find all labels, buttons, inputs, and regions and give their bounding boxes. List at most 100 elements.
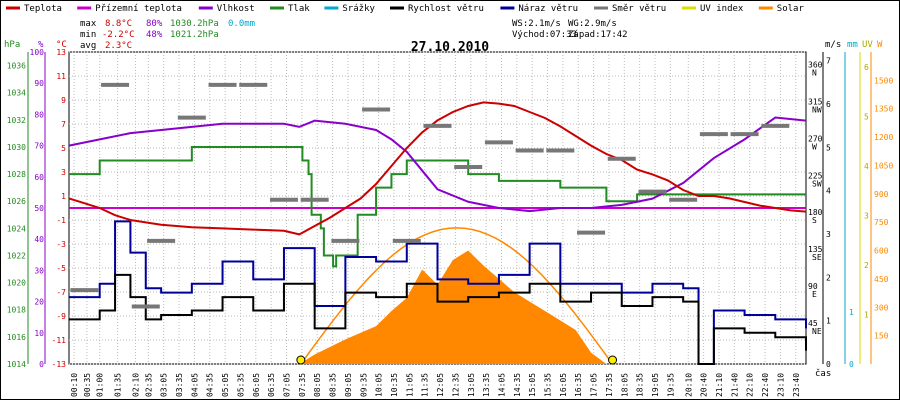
legend-label-8: UV index: [700, 4, 744, 14]
time-tick-22: 11:05: [405, 373, 414, 397]
pct-tick-8: 20: [34, 298, 44, 307]
time-tick-28: 14:05: [497, 373, 506, 397]
w-tick-9: 150: [874, 332, 889, 341]
temp-tick-5: 3: [61, 168, 66, 177]
time-tick-39: 19:35: [666, 373, 675, 397]
w-tick-5: 750: [874, 218, 889, 227]
w-tick-6: 600: [874, 247, 889, 256]
stat-min-press: 1021.2hPa: [170, 30, 219, 40]
wind-info: WS:2.1m/s WG:2.9m/s Východ:07:33 Západ:1…: [512, 19, 628, 40]
time-tick-1: 00:35: [83, 373, 92, 397]
stats-block: max 8.8°C 80% 1030.2hPa 0.0mm min -2.2°C…: [80, 19, 255, 51]
series-humidity: [68, 116, 807, 213]
unit-c: °C: [56, 40, 67, 50]
time-tick-46: 23:10: [776, 373, 785, 397]
time-tick-15: 07:35: [298, 373, 307, 397]
stat-min-hum: 48%: [146, 30, 163, 40]
temp-tick-6: 1: [61, 192, 66, 201]
solar-area: [299, 250, 607, 364]
time-tick-14: 07:05: [283, 373, 292, 397]
time-tick-10: 05:05: [221, 373, 230, 397]
legend-label-1: Přízemní teplota: [95, 4, 182, 14]
stat-max-label: max: [80, 19, 97, 29]
stat-max-temp: 8.8°C: [105, 19, 132, 29]
x-axis-label: čas: [815, 368, 831, 379]
time-tick-2: 01:00: [96, 373, 105, 397]
w-tick-0: 1500: [874, 76, 893, 85]
hpa-tick-6: 1024: [7, 224, 26, 233]
mm-tick-1: 0: [849, 360, 854, 369]
axis-units: hPa % °C m/s mm UV W čas: [4, 40, 883, 379]
time-tick-35: 17:35: [605, 373, 614, 397]
time-tick-42: 21:10: [715, 373, 724, 397]
dir-tick-lab-0: N: [812, 68, 817, 77]
pct-tick-7: 30: [34, 266, 44, 275]
temp-tick-7: -1: [56, 216, 66, 225]
legend-label-4: Srážky: [342, 4, 375, 14]
temp-tick-11: -9: [56, 312, 66, 321]
pct-tick-3: 70: [34, 142, 44, 151]
sunset-time: Západ:17:42: [568, 30, 628, 40]
unit-mm: mm: [847, 40, 858, 50]
time-tick-21: 10:35: [390, 373, 399, 397]
time-tick-38: 19:05: [651, 373, 660, 397]
ms-tick-2: 5: [826, 143, 831, 152]
hpa-tick-10: 1016: [7, 333, 26, 342]
mm-tick-0: 1: [849, 308, 854, 317]
time-tick-37: 18:35: [636, 373, 645, 397]
wind-ws: WS:2.1m/s: [512, 19, 561, 29]
uv-tick-3: 3: [864, 211, 869, 220]
dir-tick-deg-3: 225: [808, 171, 823, 180]
time-tick-8: 04:05: [190, 373, 199, 397]
hpa-tick-9: 1018: [7, 306, 26, 315]
time-tick-23: 11:35: [421, 373, 430, 397]
chart-title: 27.10.2010: [411, 40, 489, 55]
uv-tick-0: 6: [864, 63, 869, 72]
time-tick-45: 22:40: [761, 373, 770, 397]
hpa-tick-3: 1030: [7, 143, 26, 152]
ms-tick-6: 1: [826, 317, 831, 326]
dir-tick-deg-4: 180: [808, 208, 823, 217]
time-tick-5: 02:35: [144, 373, 153, 397]
pct-tick-10: 0: [39, 360, 44, 369]
temp-tick-13: -13: [52, 360, 67, 369]
hpa-tick-0: 1036: [7, 62, 26, 71]
w-tick-4: 900: [874, 190, 889, 199]
dir-tick-deg-6: 90: [808, 282, 818, 291]
temp-tick-9: -5: [56, 264, 66, 273]
unit-uv: UV: [862, 40, 873, 50]
time-tick-25: 12:35: [451, 373, 460, 397]
ms-tick-5: 2: [826, 273, 831, 282]
unit-w: W: [877, 40, 883, 50]
time-tick-20: 10:05: [375, 373, 384, 397]
w-tick-7: 450: [874, 275, 889, 284]
temp-tick-2: 9: [61, 96, 66, 105]
hpa-tick-5: 1026: [7, 197, 26, 206]
w-tick-8: 300: [874, 303, 889, 312]
temp-tick-4: 5: [61, 144, 66, 153]
dir-tick-deg-0: 360: [808, 60, 823, 69]
time-tick-44: 22:10: [746, 373, 755, 397]
time-tick-33: 16:35: [574, 373, 583, 397]
ms-tick-3: 4: [826, 187, 831, 196]
time-tick-40: 20:10: [684, 373, 693, 397]
time-tick-11: 05:35: [236, 373, 245, 397]
legend-label-7: Směr větru: [612, 4, 666, 14]
stat-avg-label: avg: [80, 41, 96, 51]
time-tick-36: 18:05: [620, 373, 629, 397]
wind-wg: WG:2.9m/s: [568, 19, 617, 29]
dir-tick-deg-7: 45: [808, 319, 818, 328]
time-tick-4: 02:10: [132, 373, 141, 397]
pct-tick-5: 50: [34, 204, 44, 213]
sunset-marker: [608, 355, 618, 365]
time-tick-17: 08:35: [329, 373, 338, 397]
time-tick-30: 15:05: [528, 373, 537, 397]
w-tick-2: 1200: [874, 133, 893, 142]
uv-tick-2: 4: [864, 162, 869, 171]
dir-tick-deg-2: 270: [808, 134, 823, 143]
time-tick-47: 23:40: [792, 373, 801, 397]
plot-area: [68, 82, 807, 365]
pct-tick-0: 100: [30, 48, 45, 57]
sunrise-time: Východ:07:33: [512, 30, 577, 40]
